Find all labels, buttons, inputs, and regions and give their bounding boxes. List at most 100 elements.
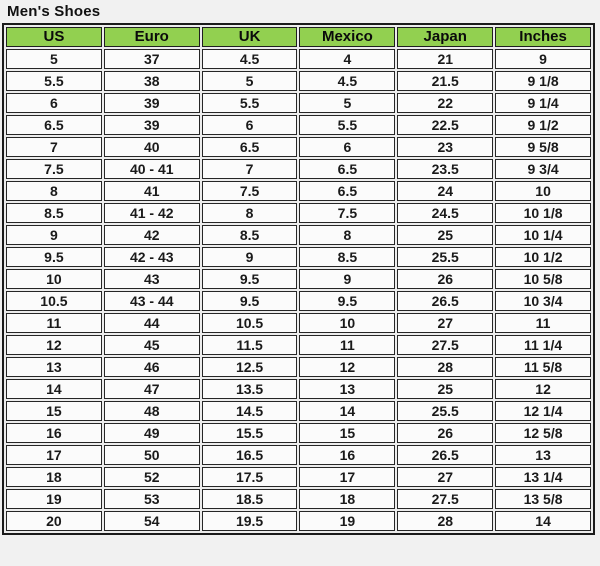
table-cell: 5.5 [6, 71, 102, 91]
table-cell: 25 [397, 225, 494, 245]
table-cell: 18 [6, 467, 102, 487]
table-row: 20 54 19.5 19 28 14 [6, 511, 591, 531]
column-header-mexico: Mexico [299, 27, 396, 47]
table-cell: 9.5 [299, 291, 396, 311]
table-cell: 6 [299, 137, 396, 157]
table-row: 7 40 6.5 6 23 9 5/8 [6, 137, 591, 157]
table-cell: 8.5 [6, 203, 102, 223]
table-cell: 10 [6, 269, 102, 289]
table-cell: 16.5 [201, 445, 298, 465]
table-cell: 53 [103, 489, 200, 509]
table-cell: 11 [299, 335, 396, 355]
table-cell: 9 1/4 [495, 93, 591, 113]
table-row: 18 52 17.5 17 27 13 1/4 [6, 467, 591, 487]
table-cell: 12.5 [201, 357, 298, 377]
table-cell: 17 [299, 467, 396, 487]
table-cell: 22 [397, 93, 494, 113]
table-cell: 24.5 [397, 203, 494, 223]
table-cell: 23 [397, 137, 494, 157]
table-cell: 13.5 [201, 379, 298, 399]
table-cell: 49 [103, 423, 200, 443]
table-cell: 13 [6, 357, 102, 377]
table-cell: 20 [6, 511, 102, 531]
table-row: 6.5 39 6 5.5 22.5 9 1/2 [6, 115, 591, 135]
table-cell: 5 [6, 49, 102, 69]
table-cell: 9 1/8 [495, 71, 591, 91]
table-cell: 27.5 [397, 489, 494, 509]
table-cell: 4 [299, 49, 396, 69]
table-cell: 15 [6, 401, 102, 421]
table-row: 15 48 14.5 14 25.5 12 1/4 [6, 401, 591, 421]
shoe-size-conversion-table: US Euro UK Mexico Japan Inches 5 37 4.5 4 21 9 5.5 3… [2, 23, 595, 535]
table-cell: 8.5 [299, 247, 396, 267]
table-cell: 38 [103, 71, 200, 91]
page-title: Men's Shoes [7, 3, 101, 20]
table-cell: 5 [201, 71, 298, 91]
table-cell: 45 [103, 335, 200, 355]
table-cell: 18.5 [201, 489, 298, 509]
table-cell: 7.5 [6, 159, 102, 179]
table-cell: 10 5/8 [495, 269, 591, 289]
table-row: 9.5 42 - 43 9 8.5 25.5 10 1/2 [6, 247, 591, 267]
table-row: 10.5 43 - 44 9.5 9.5 26.5 10 3/4 [6, 291, 591, 311]
table-cell: 26 [397, 269, 494, 289]
table-cell: 17 [6, 445, 102, 465]
table-cell: 16 [299, 445, 396, 465]
table-cell: 21.5 [397, 71, 494, 91]
column-header-uk: UK [201, 27, 298, 47]
table-cell: 19.5 [201, 511, 298, 531]
table-cell: 13 [299, 379, 396, 399]
table-cell: 41 - 42 [103, 203, 200, 223]
column-header-inches: Inches [495, 27, 591, 47]
table-cell: 15.5 [201, 423, 298, 443]
table-cell: 47 [103, 379, 200, 399]
table-cell: 5.5 [201, 93, 298, 113]
table-cell: 39 [103, 93, 200, 113]
table-cell: 24 [397, 181, 494, 201]
table-cell: 23.5 [397, 159, 494, 179]
table-cell: 18 [299, 489, 396, 509]
table-cell: 9 [495, 49, 591, 69]
table-cell: 9 [299, 269, 396, 289]
table-row: 5 37 4.5 4 21 9 [6, 49, 591, 69]
table-row: 13 46 12.5 12 28 11 5/8 [6, 357, 591, 377]
table-cell: 11 [495, 313, 591, 333]
table-cell: 50 [103, 445, 200, 465]
table-cell: 7 [201, 159, 298, 179]
table-cell: 19 [6, 489, 102, 509]
table-cell: 9 1/2 [495, 115, 591, 135]
table-cell: 37 [103, 49, 200, 69]
table-cell: 26 [397, 423, 494, 443]
table-cell: 5.5 [299, 115, 396, 135]
table-cell: 13 [495, 445, 591, 465]
table-cell: 10 1/2 [495, 247, 591, 267]
table-cell: 10 [495, 181, 591, 201]
column-header-us: US [6, 27, 102, 47]
table-cell: 6.5 [299, 181, 396, 201]
table-cell: 52 [103, 467, 200, 487]
table-cell: 7 [6, 137, 102, 157]
table-row: 11 44 10.5 10 27 11 [6, 313, 591, 333]
table-cell: 5 [299, 93, 396, 113]
column-header-japan: Japan [397, 27, 494, 47]
header-row: US Euro UK Mexico Japan Inches [6, 27, 591, 47]
table-row: 10 43 9.5 9 26 10 5/8 [6, 269, 591, 289]
table-cell: 42 [103, 225, 200, 245]
table-cell: 12 [495, 379, 591, 399]
table-cell: 14 [6, 379, 102, 399]
table-cell: 21 [397, 49, 494, 69]
table-cell: 6.5 [299, 159, 396, 179]
table-cell: 7.5 [299, 203, 396, 223]
table-cell: 6 [6, 93, 102, 113]
table-row: 5.5 38 5 4.5 21.5 9 1/8 [6, 71, 591, 91]
table-row: 12 45 11.5 11 27.5 11 1/4 [6, 335, 591, 355]
table-cell: 17.5 [201, 467, 298, 487]
table-row: 17 50 16.5 16 26.5 13 [6, 445, 591, 465]
table-cell: 12 1/4 [495, 401, 591, 421]
table-cell: 14 [495, 511, 591, 531]
table-cell: 8 [201, 203, 298, 223]
table-row: 8.5 41 - 42 8 7.5 24.5 10 1/8 [6, 203, 591, 223]
table-cell: 6.5 [6, 115, 102, 135]
table-row: 14 47 13.5 13 25 12 [6, 379, 591, 399]
